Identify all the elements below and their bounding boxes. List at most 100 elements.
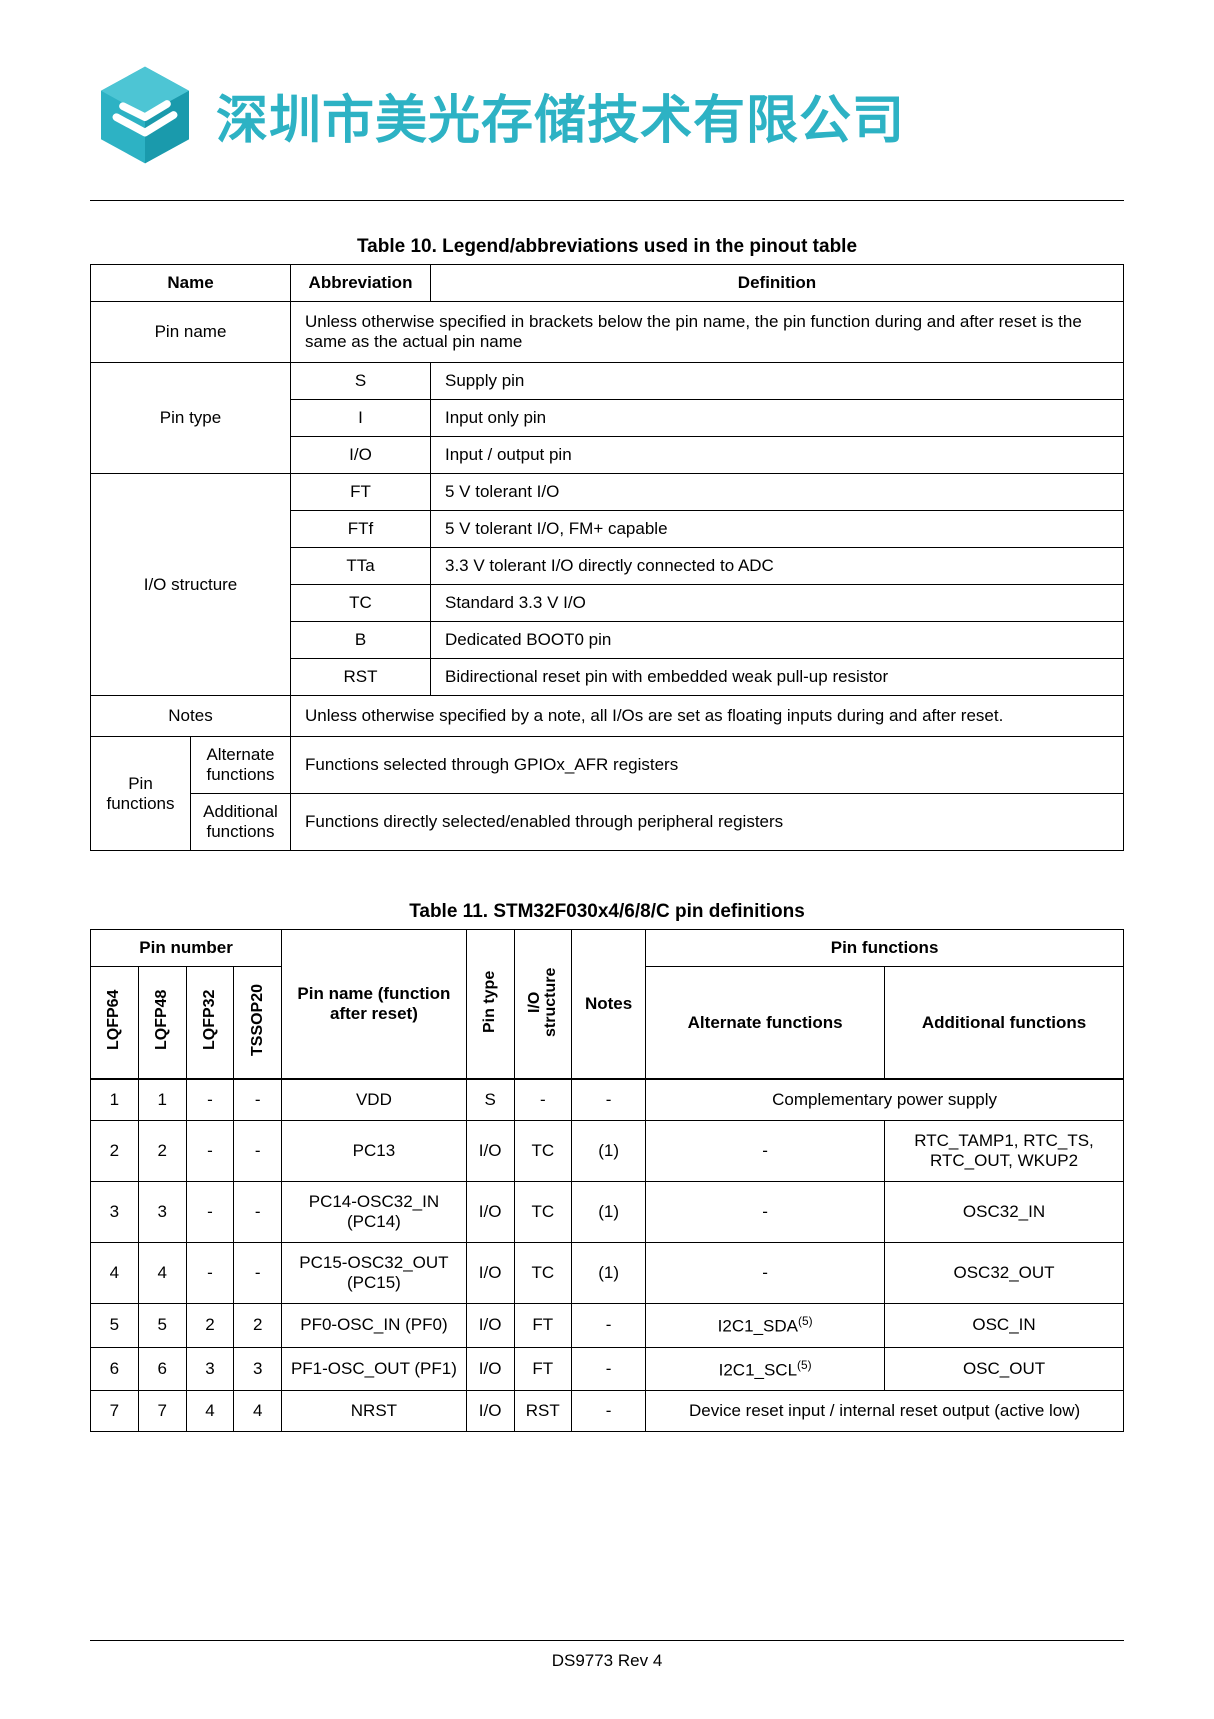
cell-def: Bidirectional reset pin with embedded we… (431, 659, 1124, 696)
cell-abbr: RST (291, 659, 431, 696)
cell-def: 5 V tolerant I/O (431, 474, 1124, 511)
cell: I/O (466, 1347, 514, 1391)
cell-def: 5 V tolerant I/O, FM+ capable (431, 511, 1124, 548)
cell: FT (514, 1347, 572, 1391)
col-alt: Alternate functions (646, 967, 885, 1080)
cell: OSC_IN (885, 1304, 1124, 1348)
cell: I/O (466, 1391, 514, 1432)
cell: - (234, 1243, 282, 1304)
cell-abbr: FTf (291, 511, 431, 548)
cell: PC15-OSC32_OUT (PC15) (282, 1243, 467, 1304)
cell: - (572, 1347, 646, 1391)
table11-caption: Table 11. STM32F030x4/6/8/C pin definiti… (90, 901, 1124, 923)
cell: Device reset input / internal reset outp… (646, 1391, 1124, 1432)
cell-abbr: TTa (291, 548, 431, 585)
cell-pinfunc-def: Functions directly selected/enabled thro… (291, 794, 1124, 851)
cell-abbr: TC (291, 585, 431, 622)
cell: 6 (91, 1347, 139, 1391)
table10: Name Abbreviation Definition Pin name Un… (90, 264, 1124, 851)
col-pinname: Pin name (function after reset) (282, 930, 467, 1080)
cell: 2 (138, 1121, 186, 1182)
table11-header-row1: Pin number Pin name (function after rese… (91, 930, 1124, 967)
col-notes: Notes (572, 930, 646, 1080)
cell-abbr: FT (291, 474, 431, 511)
table-row: 33--PC14-OSC32_IN (PC14)I/OTC(1)-OSC32_I… (91, 1182, 1124, 1243)
cell: OSC32_IN (885, 1182, 1124, 1243)
cell: - (572, 1079, 646, 1121)
cell: - (646, 1243, 885, 1304)
cell: I/O (466, 1182, 514, 1243)
cell-def: Dedicated BOOT0 pin (431, 622, 1124, 659)
cell-def: Standard 3.3 V I/O (431, 585, 1124, 622)
cell: - (186, 1182, 234, 1243)
cell: - (186, 1243, 234, 1304)
table11: Pin number Pin name (function after rese… (90, 929, 1124, 1432)
cell: - (572, 1304, 646, 1348)
cell: Complementary power supply (646, 1079, 1124, 1121)
cell-pinfunc-label: Pin functions (91, 737, 191, 851)
table-row: Pin name Unless otherwise specified in b… (91, 302, 1124, 363)
cell: - (572, 1391, 646, 1432)
cell: OSC32_OUT (885, 1243, 1124, 1304)
cell: 5 (138, 1304, 186, 1348)
cell: TC (514, 1121, 572, 1182)
cell-pin-name-label: Pin name (91, 302, 291, 363)
cell: VDD (282, 1079, 467, 1121)
cell: TC (514, 1243, 572, 1304)
page-header: 深圳市美光存储技术有限公司 (90, 60, 1124, 201)
cell: PF1-OSC_OUT (PF1) (282, 1347, 467, 1391)
cell: I/O (466, 1243, 514, 1304)
cell: 3 (234, 1347, 282, 1391)
cell-abbr: S (291, 363, 431, 400)
table-row: Pin type S Supply pin (91, 363, 1124, 400)
cell: 3 (91, 1182, 139, 1243)
cell: S (466, 1079, 514, 1121)
cell: I2C1_SCL(5) (646, 1347, 885, 1391)
cell: 6 (138, 1347, 186, 1391)
cell: - (646, 1182, 885, 1243)
cell-pinfunc-sub: Alternate functions (191, 737, 291, 794)
col-lqfp64: LQFP64 (91, 967, 139, 1080)
company-logo-icon (90, 60, 200, 170)
cell: PF0-OSC_IN (PF0) (282, 1304, 467, 1348)
cell-def: Supply pin (431, 363, 1124, 400)
cell: PC14-OSC32_IN (PC14) (282, 1182, 467, 1243)
cell-pin-type-label: Pin type (91, 363, 291, 474)
cell-notes-def: Unless otherwise specified by a note, al… (291, 696, 1124, 737)
table-row: 7744NRSTI/ORST-Device reset input / inte… (91, 1391, 1124, 1432)
cell: - (514, 1079, 572, 1121)
col-tssop20: TSSOP20 (234, 967, 282, 1080)
table10-col-def: Definition (431, 265, 1124, 302)
cell-io-struct-label: I/O structure (91, 474, 291, 696)
cell: 1 (91, 1079, 139, 1121)
page-footer: DS9773 Rev 4 (90, 1640, 1124, 1671)
cell: 2 (186, 1304, 234, 1348)
col-lqfp48: LQFP48 (138, 967, 186, 1080)
table-row: I/O structure FT 5 V tolerant I/O (91, 474, 1124, 511)
cell-notes-label: Notes (91, 696, 291, 737)
cell-def: Input only pin (431, 400, 1124, 437)
cell: I/O (466, 1121, 514, 1182)
cell: RTC_TAMP1, RTC_TS, RTC_OUT, WKUP2 (885, 1121, 1124, 1182)
cell: - (186, 1079, 234, 1121)
table-row: 11--VDDS--Complementary power supply (91, 1079, 1124, 1121)
table10-caption: Table 10. Legend/abbreviations used in t… (90, 236, 1124, 258)
cell: RST (514, 1391, 572, 1432)
cell: NRST (282, 1391, 467, 1432)
col-group-pinnumber: Pin number (91, 930, 282, 967)
table-row: Pin functions Alternate functions Functi… (91, 737, 1124, 794)
cell: (1) (572, 1243, 646, 1304)
col-pintype: Pin type (466, 930, 514, 1080)
table-row: Notes Unless otherwise specified by a no… (91, 696, 1124, 737)
company-name: 深圳市美光存储技术有限公司 (216, 78, 905, 153)
table-row: 44--PC15-OSC32_OUT (PC15)I/OTC(1)-OSC32_… (91, 1243, 1124, 1304)
cell: (1) (572, 1182, 646, 1243)
cell: (1) (572, 1121, 646, 1182)
cell: 2 (234, 1304, 282, 1348)
cell: 1 (138, 1079, 186, 1121)
cell: FT (514, 1304, 572, 1348)
col-lqfp32: LQFP32 (186, 967, 234, 1080)
cell-abbr: I/O (291, 437, 431, 474)
cell-def: 3.3 V tolerant I/O directly connected to… (431, 548, 1124, 585)
cell: I/O (466, 1304, 514, 1348)
